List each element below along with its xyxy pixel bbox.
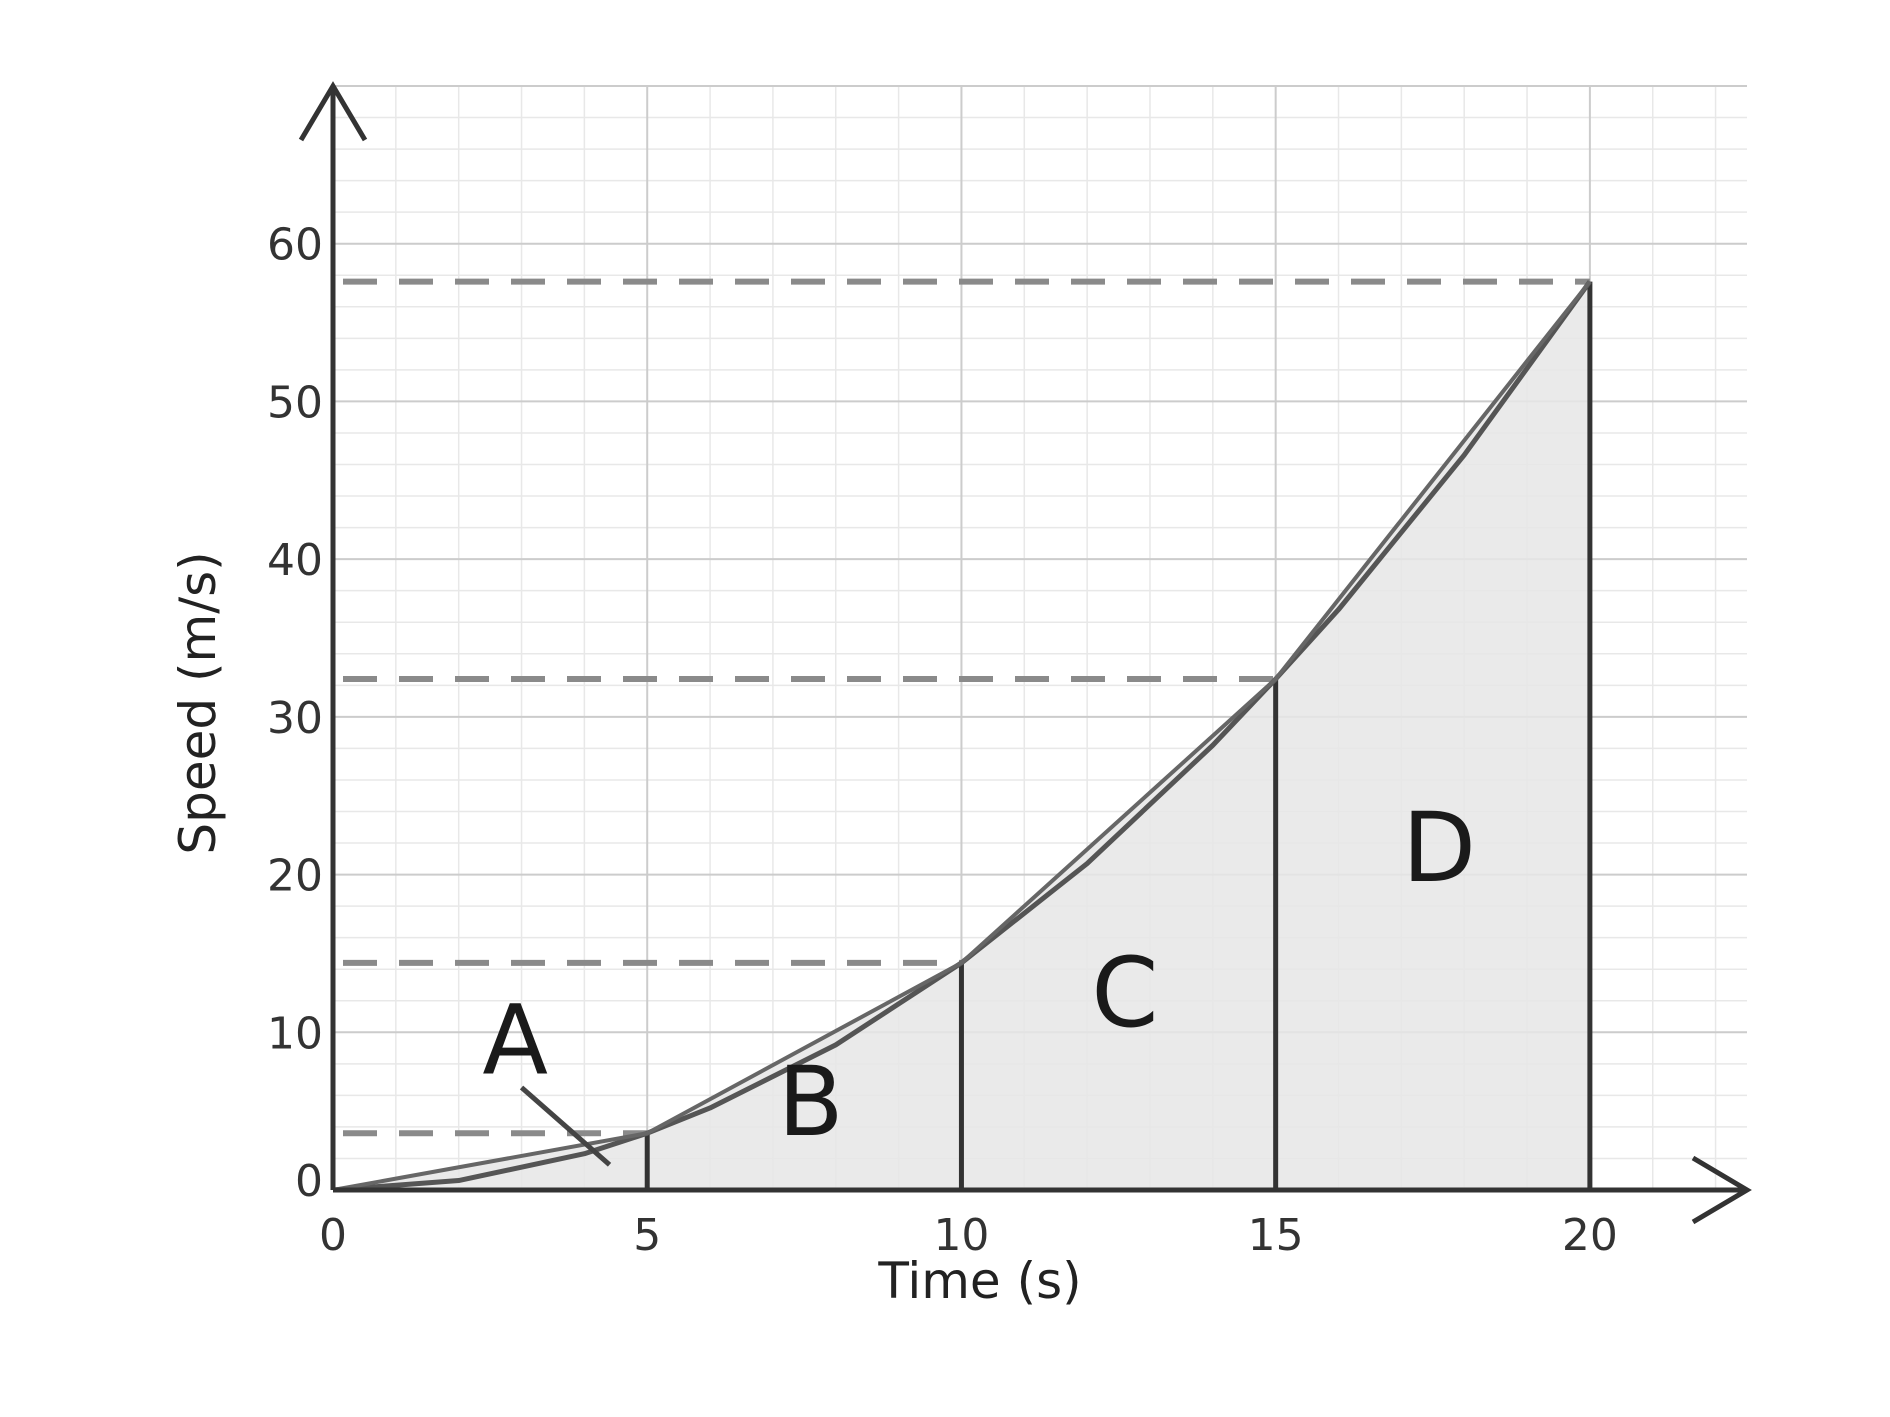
y-axis-title: Speed (m/s) <box>169 551 227 854</box>
x-tick-label: 5 <box>633 1210 661 1261</box>
x-axis-title: Time (s) <box>877 1252 1081 1310</box>
x-tick-label: 20 <box>1562 1210 1618 1261</box>
y-axis-arrow <box>298 81 368 142</box>
y-tick-label: 20 <box>267 851 323 902</box>
y-tick-label: 10 <box>267 1008 323 1059</box>
reference-lines <box>343 278 1590 1137</box>
axes <box>298 81 1752 1225</box>
region-label-d: D <box>1402 792 1476 904</box>
curve-layer <box>332 280 1592 1193</box>
region-a-pointer <box>519 1085 612 1167</box>
y-tick-label: 40 <box>267 535 323 586</box>
x-axis-arrow <box>1691 1155 1752 1225</box>
region-label-b: B <box>778 1046 844 1158</box>
region-labels: A B C D <box>482 792 1476 1167</box>
y-tick-label: 30 <box>267 693 323 744</box>
region-label-a: A <box>482 984 548 1096</box>
x-tick-label: 15 <box>1248 1210 1304 1261</box>
x-tick-label: 0 <box>319 1210 347 1261</box>
y-tick-label: 60 <box>267 220 323 271</box>
y-tick-label: 0 <box>295 1156 323 1207</box>
tick-labels: 0 5 10 15 20 0 10 20 30 40 50 60 <box>267 220 1618 1261</box>
interval-lines <box>644 281 1593 1190</box>
trapezium-chords <box>332 280 1592 1192</box>
x-tick-label: 10 <box>933 1210 989 1261</box>
y-tick-label: 50 <box>267 377 323 428</box>
region-label-c: C <box>1091 937 1158 1049</box>
